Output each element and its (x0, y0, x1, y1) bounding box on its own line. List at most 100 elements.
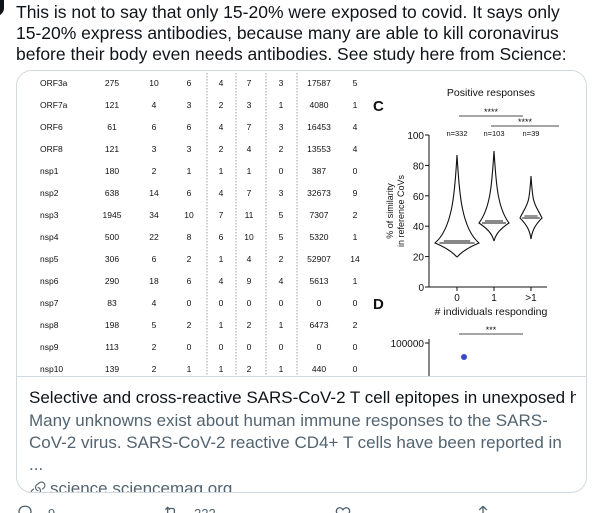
table-cell: 9 (247, 276, 252, 286)
table-cell: 2 (279, 144, 284, 154)
table-row-name: ORF6 (40, 122, 63, 132)
table-cell: 0 (317, 298, 322, 308)
table-cell: 500 (105, 232, 119, 242)
table-cell: 61 (107, 122, 117, 132)
significance-label: **** (484, 107, 499, 117)
table-cell: 7 (247, 78, 252, 88)
table-cell: 2 (187, 254, 192, 264)
table-row-name: nsp8 (40, 320, 59, 330)
table-cell: 0 (219, 298, 224, 308)
table-cell: 7 (247, 188, 252, 198)
table-row-name: nsp5 (40, 254, 59, 264)
table-cell: 113 (105, 342, 119, 352)
card-title[interactable]: Selective and cross-reactive SARS-CoV-2 … (29, 388, 576, 407)
table-cell: 3 (279, 122, 284, 132)
table-cell: 1 (187, 364, 192, 374)
retweet-icon (164, 506, 176, 513)
table-cell: 180 (105, 166, 119, 176)
table-cell: 17587 (307, 78, 331, 88)
table-row-name: ORF8 (40, 144, 63, 154)
table-cell: 1 (279, 320, 284, 330)
card-body[interactable]: Selective and cross-reactive SARS-CoV-2 … (17, 377, 586, 492)
table-cell: 638 (105, 188, 119, 198)
table-cell: 6 (187, 188, 192, 198)
table-cell: 13553 (307, 144, 331, 154)
table-cell: 1 (279, 100, 284, 110)
table-cell: 6 (187, 276, 192, 286)
table-cell: 387 (312, 166, 326, 176)
table-cell: 18 (149, 276, 159, 286)
like-button[interactable] (334, 504, 366, 513)
violin-1 (478, 150, 510, 242)
table-cell: 1 (353, 232, 358, 242)
table-cell: 290 (105, 276, 119, 286)
table-cell: 7 (247, 122, 252, 132)
table-cell: 32673 (307, 188, 331, 198)
table-cell: 306 (105, 254, 119, 264)
tweet-text: This is not to say that only 15-20% were… (16, 2, 567, 64)
table-row-name: nsp6 (40, 276, 59, 286)
table-cell: 2 (247, 320, 252, 330)
table-cell: 1 (247, 166, 252, 176)
table-cell: 5320 (310, 232, 329, 242)
table-cell: 6 (152, 254, 157, 264)
heart-icon (335, 507, 351, 513)
table-cell: 6 (187, 122, 192, 132)
table-cell: 0 (279, 342, 284, 352)
table-cell: 9 (353, 188, 358, 198)
significance-label: **** (518, 117, 533, 127)
table-cell: 2 (247, 364, 252, 374)
table-cell: 7307 (310, 210, 329, 220)
reply-button[interactable]: 9 (16, 504, 55, 513)
x-tick-label: 1 (491, 293, 497, 304)
card-image[interactable]: ORF3a 275 10 6 4 7 3 17587 5 ORF7a 121 4 3 2 3 1 4080 1 OR… (17, 71, 586, 377)
table-cell: 1 (353, 276, 358, 286)
table-cell: 4 (219, 188, 224, 198)
table-cell: 0 (279, 298, 284, 308)
table-cell: 3 (187, 144, 192, 154)
x-axis-label: # individuals responding (435, 306, 548, 318)
table-cell: 1 (219, 320, 224, 330)
table-cell: 0 (317, 342, 322, 352)
table-cell: 3 (187, 100, 192, 110)
share-button[interactable] (474, 504, 492, 513)
table-cell: 22 (149, 232, 159, 242)
table-cell: 52907 (307, 254, 331, 264)
table-cell: 2 (152, 166, 157, 176)
x-tick-label: >1 (525, 293, 537, 304)
table-row-name: nsp2 (40, 188, 59, 198)
table-cell: 7 (219, 210, 224, 220)
table-cell: 0 (187, 342, 192, 352)
n-label: n=332 (446, 129, 467, 138)
table-cell: 1945 (103, 210, 122, 220)
table-cell: 5613 (310, 276, 329, 286)
n-label: n=103 (483, 129, 504, 138)
table-cell: 10 (149, 78, 159, 88)
table-cell: 1 (187, 166, 192, 176)
table-cell: 2 (152, 364, 157, 374)
link-card[interactable]: ORF3a 275 10 6 4 7 3 17587 5 ORF7a 121 4 3 2 3 1 4080 1 OR… (16, 70, 587, 493)
table-cell: 4 (279, 276, 284, 286)
table-row-name: nsp4 (40, 232, 59, 242)
reply-count: 9 (48, 505, 56, 513)
table-cell: 4 (152, 100, 157, 110)
y-tick-label: 0 (418, 283, 424, 294)
retweet-button[interactable]: 222 (162, 504, 216, 513)
reply-icon (18, 505, 32, 513)
table-cell: 3 (152, 144, 157, 154)
table-cell: 0 (187, 298, 192, 308)
table-cell: 4 (353, 144, 358, 154)
y-tick-label: 20 (413, 253, 425, 264)
table-cell: 2 (152, 342, 157, 352)
table-cell: 4 (219, 276, 224, 286)
table-cell: 4 (247, 144, 252, 154)
table-cell: 2 (219, 100, 224, 110)
table-cell: 83 (107, 298, 117, 308)
data-point (461, 354, 467, 360)
table-cell: 4 (353, 122, 358, 132)
table-cell: 0 (219, 342, 224, 352)
table-cell: 1 (219, 254, 224, 264)
card-description: Many unknowns exist about human immune r… (29, 411, 562, 474)
table-cell: 6 (187, 78, 192, 88)
significance-label: *** (486, 325, 497, 335)
